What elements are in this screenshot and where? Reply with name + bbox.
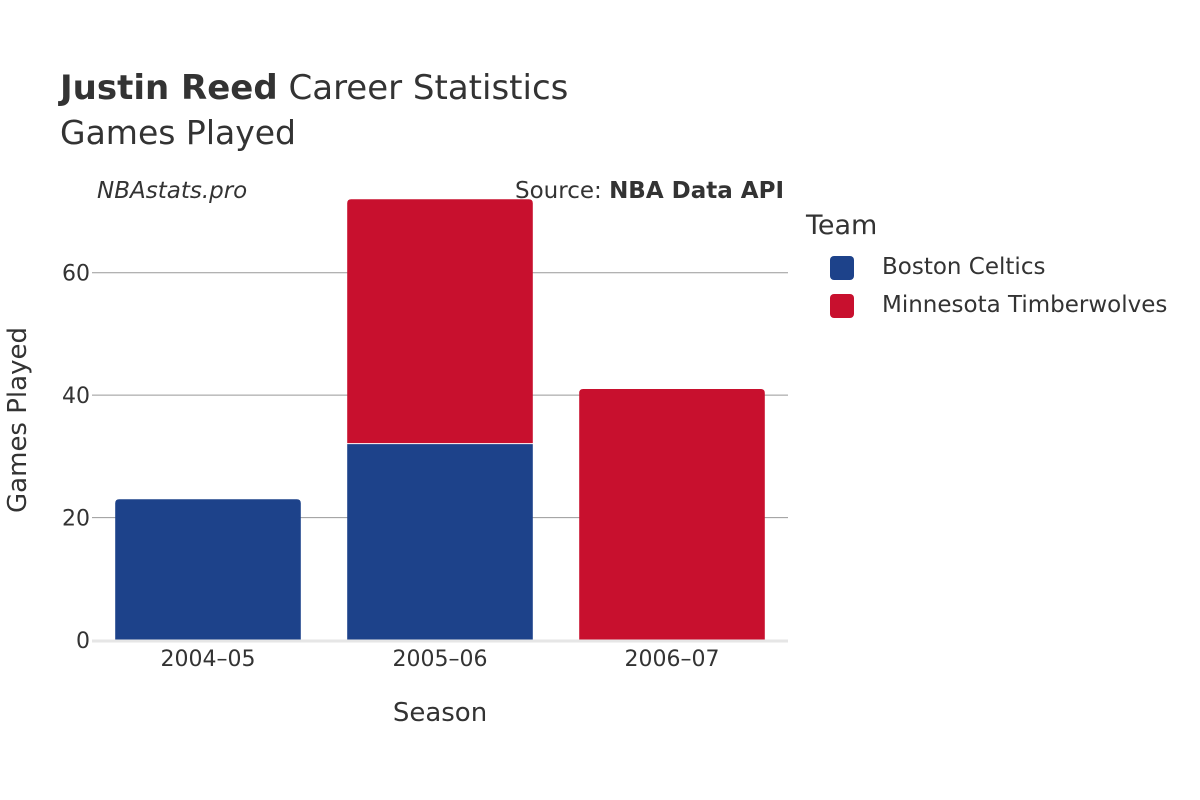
legend-label-minnesota-timberwolves: Minnesota Timberwolves [882,292,1168,318]
legend-label-boston-celtics: Boston Celtics [882,254,1046,280]
bar-boston-celtics-1 [347,444,533,640]
x-tick-label: 2006–07 [625,647,720,672]
legend-swatch-minnesota-timberwolves [830,294,854,318]
legend-title: Team [806,210,878,241]
x-tick-label: 2005–06 [393,647,488,672]
chart-title: Justin Reed Career Statistics [60,68,568,108]
watermark: NBAstats.pro [97,178,248,204]
bar-minnesota-timberwolves-2 [579,389,765,640]
x-tick-label: 2004–05 [161,647,256,672]
bar-boston-celtics-0 [115,499,301,640]
player-name: Justin Reed [60,68,278,108]
bar-chart: 0 20 40 60 2004–05 2005–06 2006–07 Season Games … [3,199,788,728]
bar-minnesota-timberwolves-1 [347,199,533,444]
y-tick-label: 20 [62,507,90,532]
y-axis-title: Games Played [3,327,33,513]
source-name: NBA Data API [609,178,784,204]
x-axis-title: Season [393,698,487,728]
legend-swatch-boston-celtics [830,256,854,280]
y-tick-label: 40 [62,384,90,409]
title-rest: Career Statistics [288,68,569,108]
y-tick-label: 0 [76,629,90,654]
chart-subtitle: Games Played [60,113,296,152]
y-tick-label: 60 [62,262,90,287]
